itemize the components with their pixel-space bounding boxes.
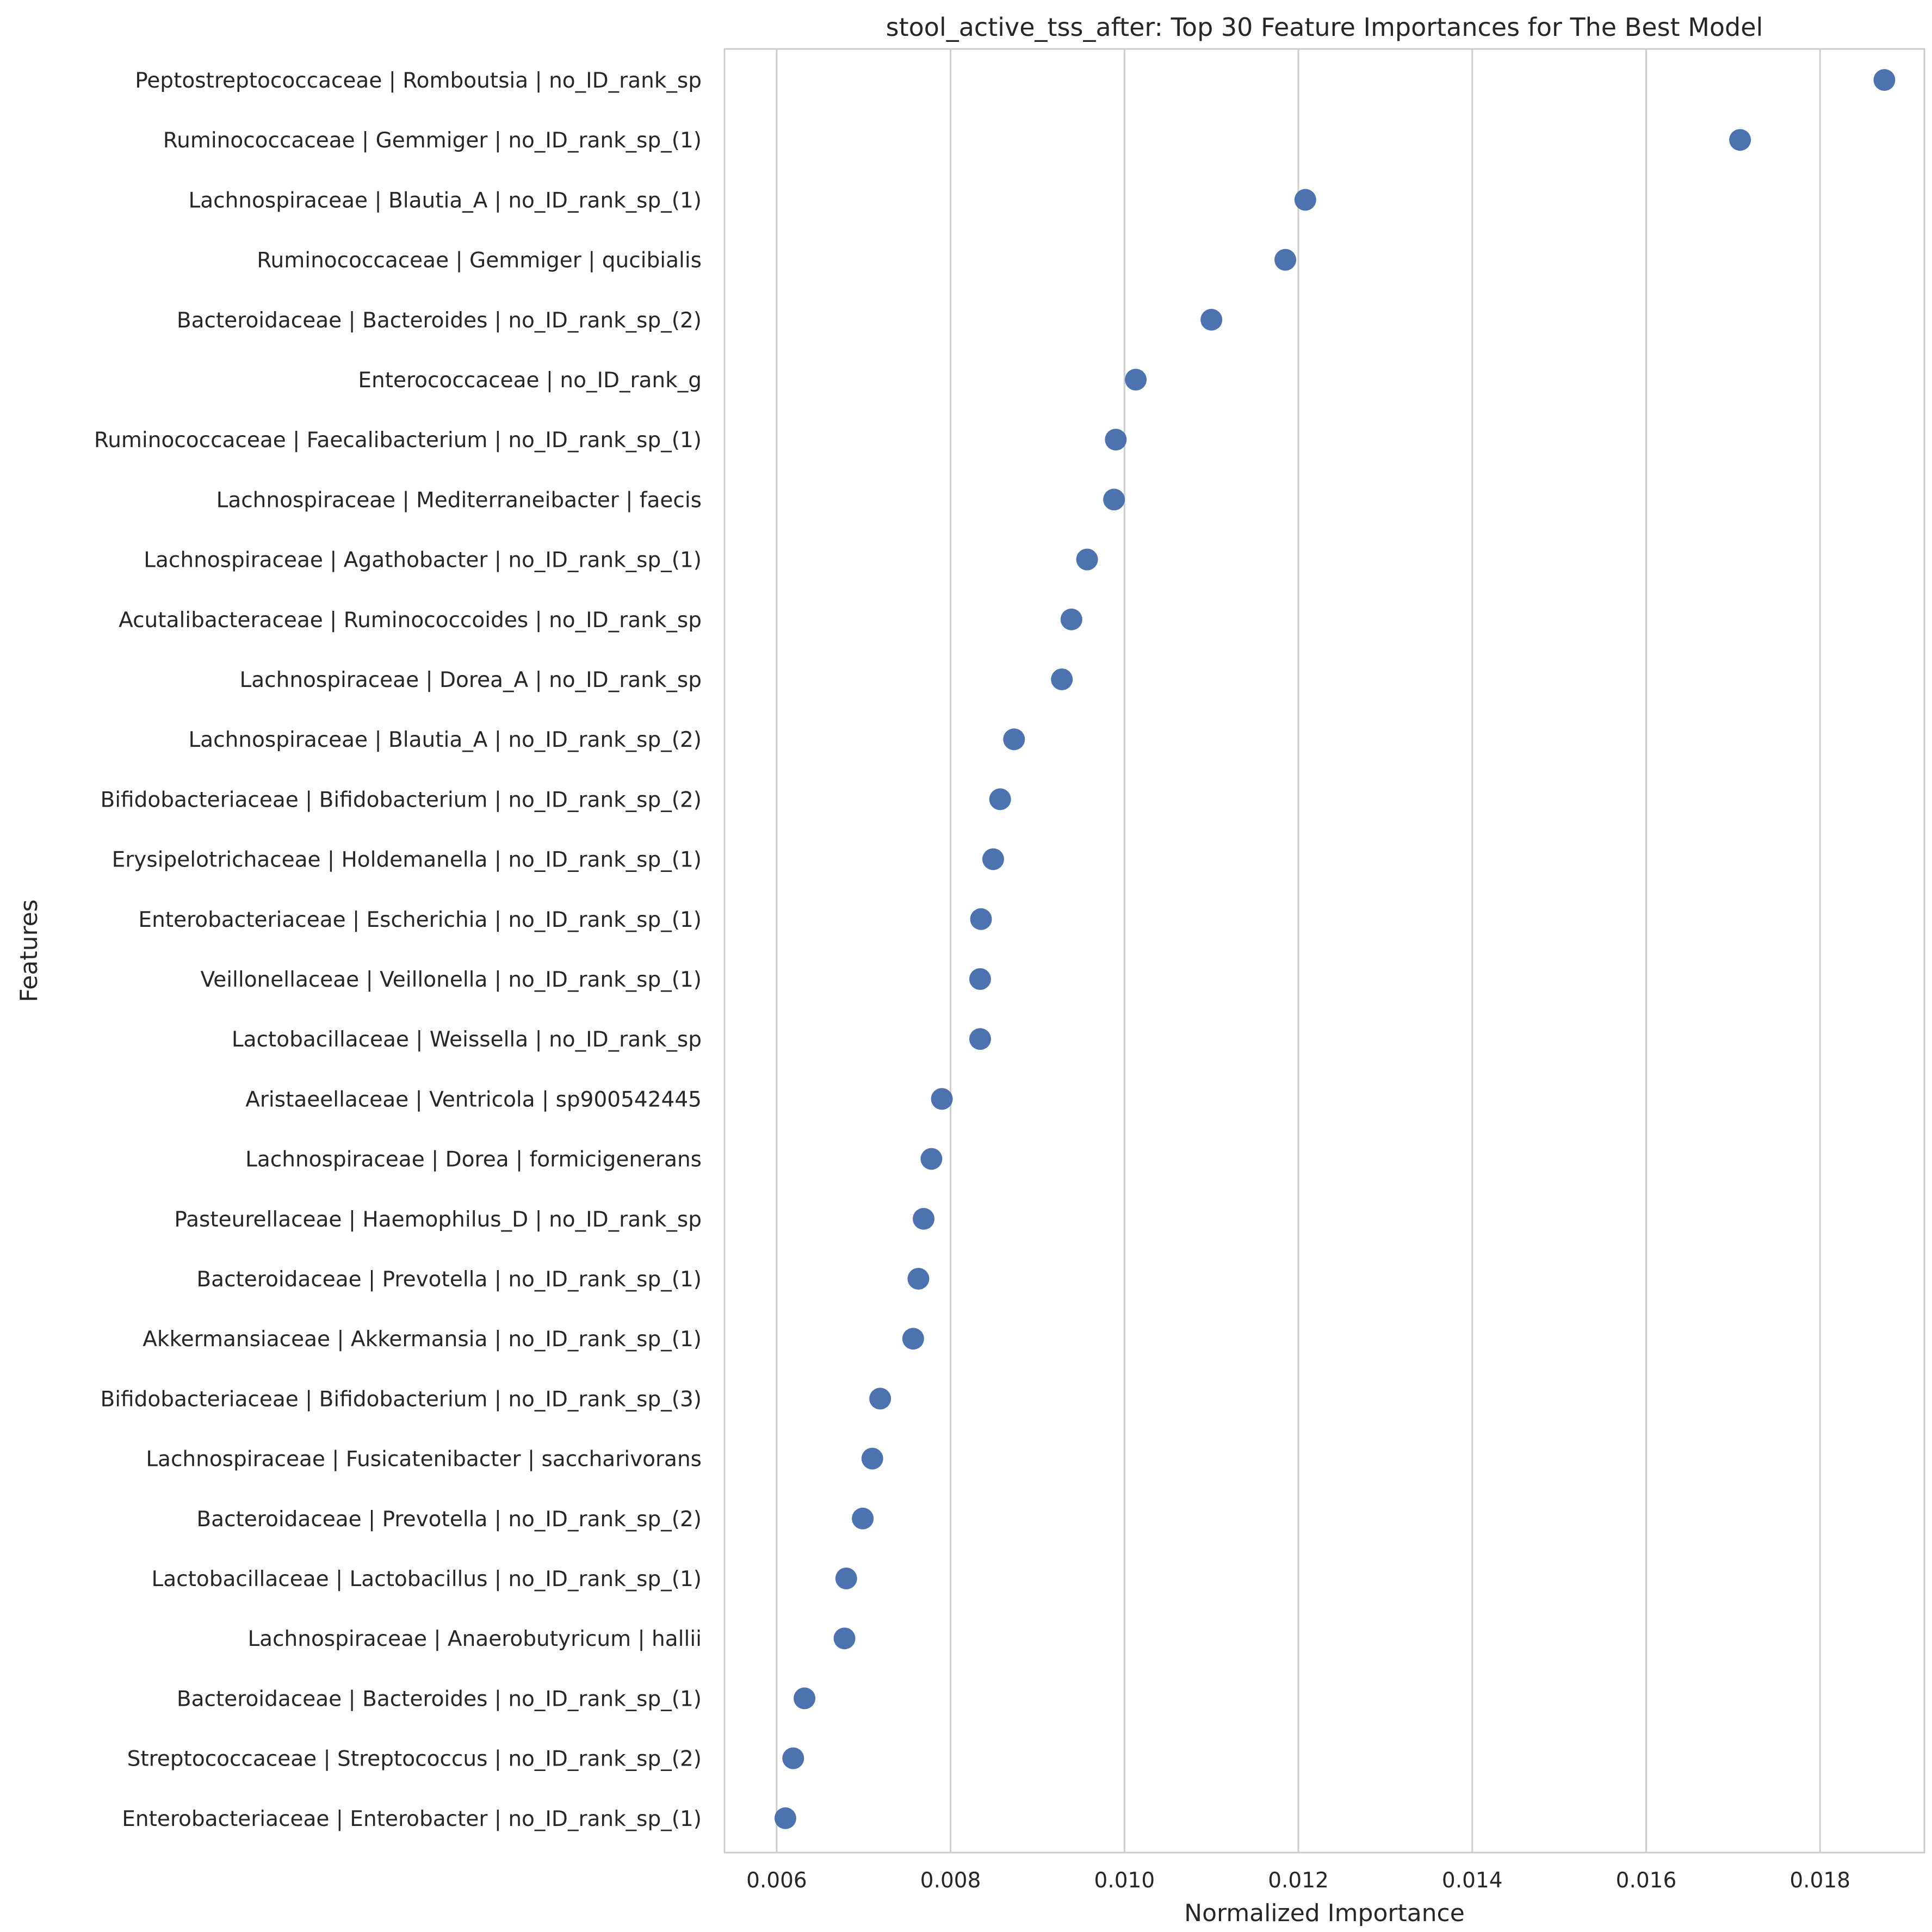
y-tick-label: Ruminococcaceae | Gemmiger | no_ID_rank_…	[163, 128, 702, 153]
y-tick-label: Ruminococcaceae | Faecalibacterium | no_…	[94, 428, 702, 453]
y-tick-labels: Peptostreptococcaceae | Romboutsia | no_…	[94, 69, 702, 1831]
y-tick-label: Lachnospiraceae | Dorea | formicigeneran…	[245, 1148, 702, 1172]
data-point	[794, 1687, 816, 1710]
data-point	[852, 1507, 874, 1530]
x-tick-label: 0.014	[1442, 1868, 1503, 1893]
y-tick-label: Veillonellaceae | Veillonella | no_ID_ra…	[201, 968, 702, 992]
data-point	[1294, 189, 1316, 211]
y-tick-label: Lactobacillaceae | Weissella | no_ID_ran…	[232, 1027, 702, 1052]
plot-frame	[723, 48, 1925, 1854]
plot-area	[725, 49, 1924, 1853]
data-point	[1003, 728, 1025, 751]
data-point	[913, 1208, 935, 1230]
y-tick-label: Bacteroidaceae | Prevotella | no_ID_rank…	[196, 1267, 702, 1292]
data-point	[861, 1447, 883, 1470]
y-tick-label: Acutalibacteraceae | Ruminococcoides | n…	[119, 608, 702, 633]
grid-layer	[776, 49, 1821, 1853]
data-point	[989, 788, 1011, 810]
data-point	[982, 848, 1004, 870]
y-tick-label: Ruminococcaceae | Gemmiger | qucibialis	[257, 249, 702, 273]
x-tick-label: 0.008	[920, 1868, 981, 1893]
data-point	[969, 968, 991, 990]
y-tick-label: Lachnospiraceae | Anaerobutyricum | hall…	[247, 1627, 702, 1651]
data-point	[969, 1028, 991, 1050]
y-tick-label: Bacteroidaceae | Bacteroides | no_ID_ran…	[177, 1687, 702, 1711]
x-tick-label: 0.006	[746, 1868, 807, 1893]
y-tick-label: Aristaeellaceae | Ventricola | sp9005424…	[245, 1087, 702, 1112]
data-point	[774, 1807, 796, 1829]
y-tick-label: Pasteurellaceae | Haemophilus_D | no_ID_…	[174, 1208, 702, 1232]
x-tick-labels: 0.006 0.008 0.010 0.012 0.014 0.016 0.018	[746, 1868, 1850, 1893]
data-point	[833, 1627, 856, 1650]
x-axis-title: Normalized Importance	[1184, 1899, 1465, 1927]
y-tick-label: Erysipelotrichaceae | Holdemanella | no_…	[112, 848, 702, 872]
points-layer	[774, 69, 1896, 1829]
data-point	[1103, 488, 1125, 511]
y-tick-label: Lachnospiraceae | Dorea_A | no_ID_rank_s…	[240, 668, 702, 692]
y-tick-label: Enterobacteriaceae | Escherichia | no_ID…	[138, 908, 702, 932]
data-point	[1125, 369, 1147, 391]
data-point	[1060, 608, 1082, 630]
y-tick-label: Bacteroidaceae | Prevotella | no_ID_rank…	[196, 1507, 702, 1532]
y-tick-label: Lachnospiraceae | Fusicatenibacter | sac…	[146, 1447, 702, 1472]
data-point	[1274, 249, 1297, 271]
y-tick-label: Bacteroidaceae | Bacteroides | no_ID_ran…	[177, 308, 702, 333]
data-point	[970, 908, 992, 930]
y-tick-label: Bifidobacteriaceae | Bifidobacterium | n…	[100, 788, 702, 812]
data-point	[835, 1568, 857, 1589]
data-point	[902, 1328, 924, 1350]
y-tick-label: Bifidobacteriaceae | Bifidobacterium | n…	[100, 1387, 702, 1411]
x-tick-label: 0.016	[1616, 1868, 1677, 1893]
x-tick-label: 0.012	[1268, 1868, 1329, 1893]
data-point	[869, 1388, 891, 1410]
y-tick-label: Akkermansiaceae | Akkermansia | no_ID_ra…	[143, 1327, 702, 1352]
data-point	[782, 1747, 804, 1769]
y-tick-label: Streptococcaceae | Streptococcus | no_ID…	[127, 1747, 702, 1772]
y-tick-label: Lactobacillaceae | Lactobacillus | no_ID…	[152, 1567, 702, 1592]
y-tick-label: Lachnospiraceae | Blautia_A | no_ID_rank…	[189, 728, 702, 752]
data-point	[1200, 308, 1223, 331]
data-point	[1729, 129, 1751, 151]
data-point	[931, 1088, 953, 1110]
y-tick-label: Lachnospiraceae | Agathobacter | no_ID_r…	[144, 548, 702, 573]
data-point	[907, 1268, 930, 1290]
x-tick-label: 0.010	[1094, 1868, 1155, 1893]
x-tick-label: 0.018	[1789, 1868, 1850, 1893]
y-tick-label: Lachnospiraceae | Blautia_A | no_ID_rank…	[189, 188, 702, 213]
y-tick-label: Enterococcaceae | no_ID_rank_g	[358, 368, 702, 393]
y-tick-label: Enterobacteriaceae | Enterobacter | no_I…	[122, 1807, 702, 1831]
y-tick-label: Peptostreptococcaceae | Romboutsia | no_…	[135, 69, 702, 93]
chart-title: stool_active_tss_after: Top 30 Feature I…	[886, 13, 1763, 42]
data-point	[1105, 429, 1127, 451]
y-tick-label: Lachnospiraceae | Mediterraneibacter | f…	[216, 488, 702, 512]
data-point	[1051, 668, 1073, 690]
y-axis-title: Features	[15, 899, 43, 1002]
data-point	[920, 1148, 943, 1170]
data-point	[1873, 69, 1896, 91]
data-point	[1076, 548, 1098, 571]
